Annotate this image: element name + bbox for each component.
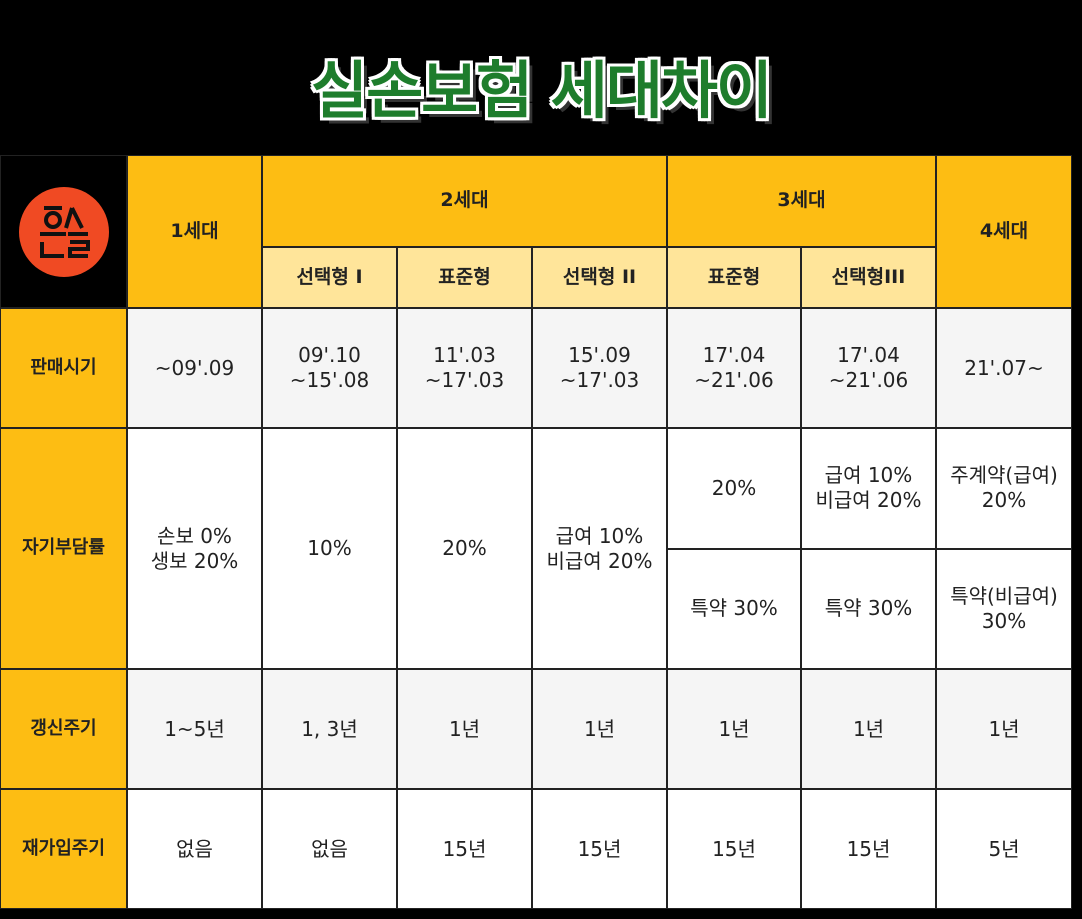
subtype-header: 표준형: [667, 247, 801, 308]
table-cell: 10%: [262, 428, 397, 669]
table-cell: 1년: [936, 669, 1072, 789]
table-cell: 11'.03 ~17'.03: [397, 308, 532, 428]
table-cell: 09'.10 ~15'.08: [262, 308, 397, 428]
row-label: 자기부담률: [0, 428, 127, 669]
table-cell: 1, 3년: [262, 669, 397, 789]
table-cell: 15년: [667, 789, 801, 909]
table-cell: ~09'.09: [127, 308, 262, 428]
table-cell: 1~5년: [127, 669, 262, 789]
subtype-header: 선택형 I: [262, 247, 397, 308]
generation-header: 1세대: [127, 155, 262, 308]
subtype-header: 표준형: [397, 247, 532, 308]
table-cell: 5년: [936, 789, 1072, 909]
table-cell: 15년: [532, 789, 667, 909]
table-cell: 1년: [397, 669, 532, 789]
table-cell: 손보 0% 생보 20%: [127, 428, 262, 669]
table-cell: 15'.09 ~17'.03: [532, 308, 667, 428]
title: 실손보험 세대차이: [311, 54, 773, 127]
table-cell: 없음: [262, 789, 397, 909]
table-cell: 없음: [127, 789, 262, 909]
table-cell: 급여 10% 비급여 20%: [532, 428, 667, 669]
table-cell: 급여 10% 비급여 20%: [801, 428, 936, 549]
row-label: 갱신주기: [0, 669, 127, 789]
subtype-header: 선택형III: [801, 247, 936, 308]
row-label: 판매시기: [0, 308, 127, 428]
table-cell: 20%: [667, 428, 801, 549]
table-cell: 20%: [397, 428, 532, 669]
subtype-header: 선택형 II: [532, 247, 667, 308]
row-label: 재가입주기: [0, 789, 127, 909]
generation-header: 2세대: [262, 155, 667, 247]
generation-header: 4세대: [936, 155, 1072, 308]
generation-header: 3세대: [667, 155, 936, 247]
table-cell: 1년: [532, 669, 667, 789]
table-cell: 특약(비급여) 30%: [936, 548, 1072, 669]
logo: [18, 186, 109, 277]
table-cell: 주계약(급여) 20%: [936, 428, 1072, 549]
logo-cell: [0, 155, 127, 308]
table-cell: 21'.07~: [936, 308, 1072, 428]
table-cell: 1년: [667, 669, 801, 789]
table-cell: 15년: [801, 789, 936, 909]
table-cell: 1년: [801, 669, 936, 789]
table-cell: 15년: [397, 789, 532, 909]
table-cell: 특약 30%: [801, 548, 936, 669]
table-cell: 17'.04 ~21'.06: [801, 308, 936, 428]
table-cell: 특약 30%: [667, 548, 801, 669]
table-cell: 17'.04 ~21'.06: [667, 308, 801, 428]
